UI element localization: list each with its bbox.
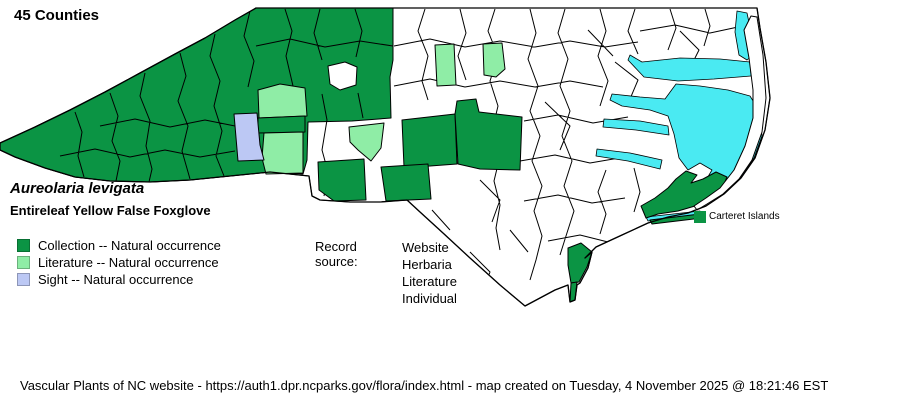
legend-label: Sight -- Natural occurrence (38, 272, 194, 287)
record-source-values: Website Herbaria Literature Individual (402, 239, 457, 307)
county-literature-north1 (434, 43, 457, 87)
county-literature-north2 (482, 42, 506, 78)
sight-swatch (17, 273, 30, 286)
literature-swatch (17, 256, 30, 269)
county-count-label: 45 Counties (14, 7, 100, 24)
legend-item-collection: Collection -- Natural occurrence (17, 237, 221, 254)
species-scientific-name: Aureolaria levigata (10, 180, 145, 197)
legend-label: Collection -- Natural occurrence (38, 238, 221, 253)
carteret-islands-annotation: Carteret Islands (694, 211, 780, 223)
county-literature-lower (261, 131, 304, 175)
county-collection-newhanover (567, 242, 593, 284)
county-collection-band (257, 115, 306, 134)
collection-swatch (17, 239, 30, 252)
county-collection-carteret (640, 170, 728, 219)
county-collection-c (317, 158, 367, 202)
record-source-value: Individual (402, 291, 457, 306)
outer-banks (693, 15, 767, 211)
county-literature-upper (257, 83, 308, 119)
state-outline (0, 7, 771, 307)
carteret-islands-marker (694, 211, 706, 223)
county-collection-a (401, 113, 458, 168)
pamlico-river (602, 118, 670, 136)
legend-item-literature: Literature -- Natural occurrence (17, 254, 221, 271)
record-source-value: Herbaria (402, 257, 452, 272)
record-source-value: Literature (402, 274, 457, 289)
legend: Collection -- Natural occurrence Literat… (17, 237, 221, 288)
neuse-river (595, 148, 663, 170)
county-sight (233, 112, 265, 162)
county-white-inlier (327, 61, 358, 91)
legend-label: Literature -- Natural occurrence (38, 255, 219, 270)
county-literature-stanly (348, 122, 385, 162)
record-source: Record source: Website Herbaria Literatu… (315, 239, 457, 307)
county-collection-d (380, 163, 432, 202)
legend-item-sight: Sight -- Natural occurrence (17, 271, 221, 288)
record-source-value: Website (402, 240, 449, 255)
county-collection-b (454, 98, 523, 171)
record-source-label: Record source: (315, 239, 358, 269)
species-common-name: Entireleaf Yellow False Foxglove (10, 203, 211, 218)
carteret-islands-label: Carteret Islands (709, 211, 780, 222)
footer-caption: Vascular Plants of NC website - https://… (20, 378, 829, 393)
